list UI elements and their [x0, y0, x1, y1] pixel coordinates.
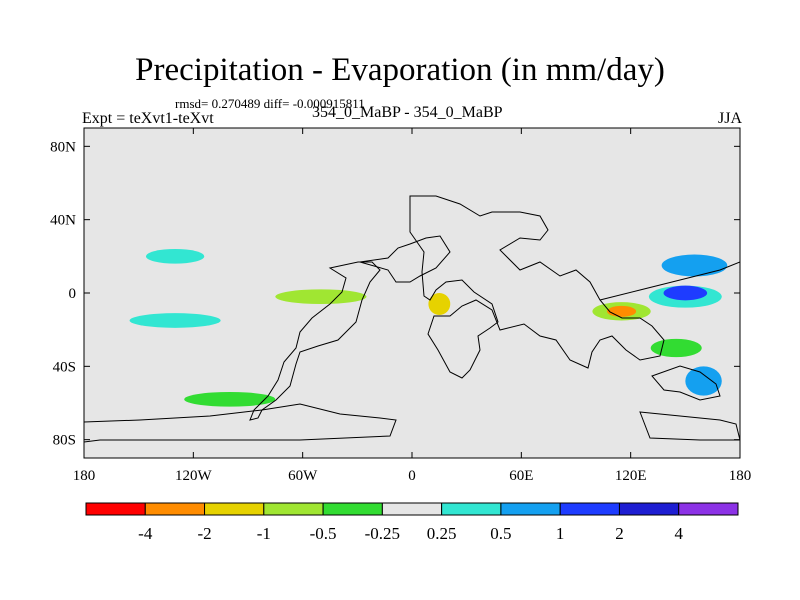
colorbar-swatch	[559, 502, 620, 516]
colorbar: -4 -2 -1 -0.5 -0.25 0.25 0.5 1 2 4	[85, 502, 739, 543]
y-tick-label: 40N	[50, 213, 76, 229]
colorbar-label: -1	[257, 524, 271, 543]
colorbar-swatch	[322, 502, 383, 516]
y-tick-label: 80N	[50, 139, 76, 155]
colorbar-label: 2	[615, 524, 624, 543]
coastlines	[84, 195, 740, 443]
region-sea-dry	[650, 338, 702, 358]
y-tick-label: 80S	[53, 433, 76, 449]
colorbar-label: 4	[674, 524, 683, 543]
x-tick-label: 180	[729, 468, 752, 484]
eurasia-africa-coast	[409, 195, 665, 379]
stats-label: rmsd= 0.270489 diff= -0.000915811	[175, 96, 365, 111]
x-tick-label: 60W	[288, 468, 318, 484]
season-label: JJA	[717, 110, 742, 127]
asia-east-coast	[599, 261, 740, 301]
colorbar-swatch	[618, 502, 680, 516]
colorbar-label: 1	[556, 524, 565, 543]
colorbar-label: 0.5	[490, 524, 511, 543]
antarctica-west-coast	[84, 403, 397, 443]
colorbar-swatch	[441, 502, 502, 516]
x-tick-label: 180	[73, 468, 96, 484]
y-tick-label: 0	[69, 286, 77, 302]
region-south-ocean-dry	[184, 392, 276, 407]
y-axis: 80N 40N 0 40S 80S	[50, 139, 740, 449]
region-nw-pacific-wet	[661, 254, 728, 277]
north-america-coast	[359, 235, 451, 283]
x-tick-label: 60E	[509, 468, 533, 484]
x-tick-label: 120W	[175, 468, 213, 484]
colorbar-swatch	[678, 502, 739, 516]
colorbar-swatch	[204, 502, 265, 516]
australia-coast	[651, 365, 721, 401]
experiment-label: Expt = teXvt1-teXvt	[82, 110, 214, 127]
map-background	[84, 128, 740, 458]
colorbar-label: -2	[197, 524, 211, 543]
region-tropical-pacific-core	[663, 285, 708, 301]
antarctica-east-coast	[639, 411, 740, 441]
x-tick-label: 120E	[615, 468, 647, 484]
region-sw-pacific-wet	[685, 366, 722, 396]
colorbar-label: -4	[138, 524, 153, 543]
case-label: 354_0_MaBP - 354_0_MaBP	[312, 104, 503, 121]
colorbar-label: -0.5	[310, 524, 337, 543]
colorbar-swatch	[85, 502, 146, 516]
region-indian-ocean-core	[606, 305, 637, 317]
colorbar-label: -0.25	[365, 524, 400, 543]
x-tick-label: 0	[408, 468, 416, 484]
region-north-pacific-wet	[145, 249, 205, 264]
colorbar-swatch	[263, 502, 324, 516]
region-africa-west-dry	[428, 293, 451, 315]
colorbar-swatch	[500, 502, 561, 516]
colorbar-swatch	[144, 502, 206, 516]
field-regions	[129, 249, 728, 407]
colorbar-swatch	[381, 502, 443, 516]
region-atlantic-wet	[129, 313, 221, 328]
region-mid-lat-dry	[275, 289, 367, 304]
y-tick-label: 40S	[53, 359, 76, 375]
colorbar-label: 0.25	[427, 524, 457, 543]
x-axis: 180 120W 60W 0 60E 120E 180	[73, 128, 752, 484]
chart-title: Precipitation - Evaporation (in mm/day)	[135, 52, 665, 88]
